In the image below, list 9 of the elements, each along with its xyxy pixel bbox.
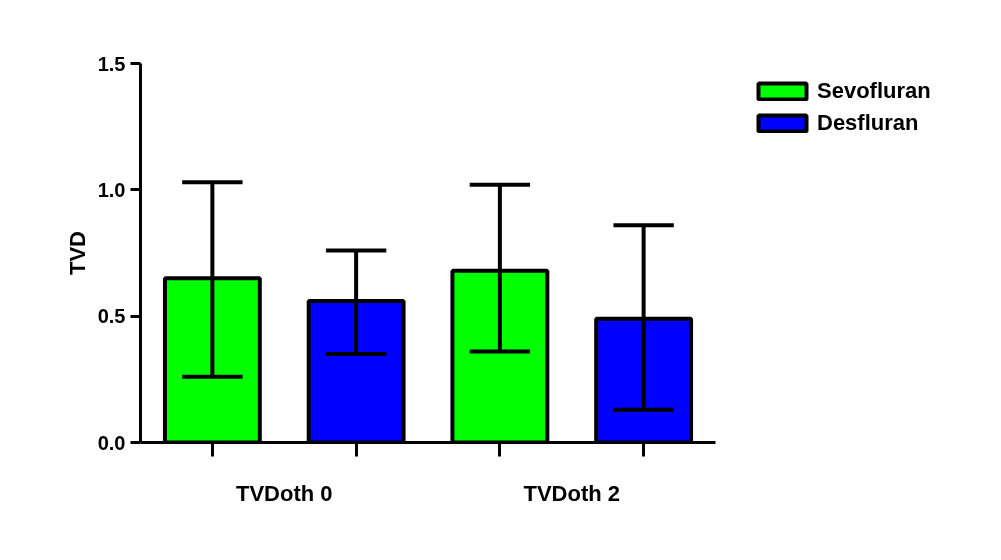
y-axis-title: TVD — [64, 231, 90, 275]
x-tick-label: TVDoth 2 — [523, 480, 621, 506]
legend-label: Desfluran — [817, 110, 919, 136]
legend-label: Sevofluran — [817, 78, 931, 104]
y-tick-label: 0.5 — [97, 305, 126, 328]
y-tick-label: 1.5 — [97, 52, 126, 75]
x-tick-label: TVDoth 0 — [235, 480, 333, 506]
y-tick-label: 1.0 — [97, 178, 126, 201]
y-tick-label: 0.0 — [97, 431, 126, 454]
